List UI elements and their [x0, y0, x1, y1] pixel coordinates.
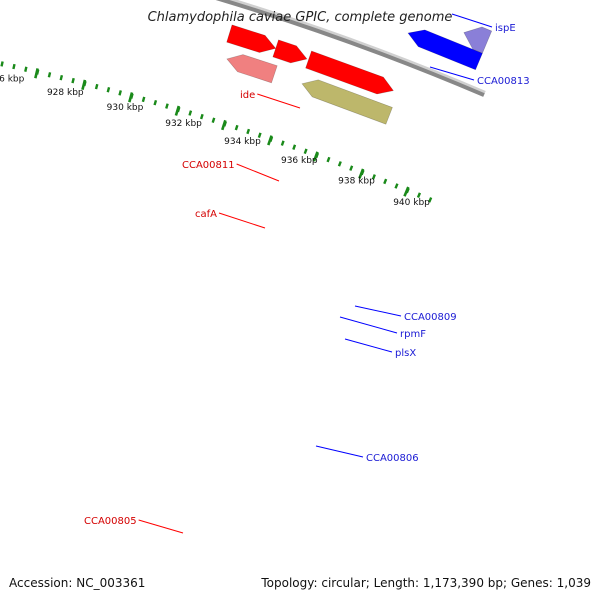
inner-tick [280, 140, 285, 146]
inner-tick [0, 61, 4, 67]
scale-label: 928 kbp [47, 88, 84, 98]
accession-label: Accession: NC_003361 [9, 576, 146, 590]
major-tick [312, 151, 319, 162]
inner-tick [292, 144, 297, 150]
major-tick [81, 79, 87, 90]
backbone [215, 0, 485, 97]
inner-tick [153, 99, 158, 106]
gene-ide-light-arrow [301, 79, 393, 125]
inner-tick [141, 96, 146, 103]
inner-tick [118, 90, 122, 96]
major-tick [174, 105, 181, 116]
gene-ispE-arrow [407, 29, 483, 71]
inner-tick [371, 174, 376, 180]
genome-summary: Topology: circular; Length: 1,173,390 bp… [261, 576, 591, 590]
inner-tick [428, 197, 433, 203]
gene-label-ispE: ispE [495, 23, 516, 34]
scale-label: 938 kbp [338, 177, 375, 187]
gene-label-CCA00813: CCA00813 [477, 76, 530, 87]
map-title: Chlamydophila caviae GPIC, complete geno… [147, 10, 453, 25]
gene-leader-CCA00813 [429, 66, 475, 81]
inner-tick [59, 74, 64, 81]
inner-tick [12, 63, 16, 70]
inner-tick [94, 83, 99, 90]
gene-label-plsX: plsX [395, 348, 416, 359]
gene-CCA00813-arrow [463, 26, 493, 54]
inner-tick [234, 124, 239, 131]
inner-tick [188, 110, 193, 116]
inner-tick [326, 156, 331, 163]
gene-label-ide: ide [240, 90, 255, 101]
gene-label-CCA00809: CCA00809 [404, 312, 457, 323]
gene-cafA-light-arrow [226, 54, 278, 84]
inner-tick [337, 161, 342, 167]
scale-label: 926 kbp [0, 74, 25, 84]
gene-leader-cafA [218, 212, 266, 229]
gene-label-cafA: cafA [195, 209, 217, 220]
gene-leader-CCA00806 [315, 445, 364, 458]
gene-leader-rpmF [339, 316, 398, 334]
inner-tick [106, 86, 111, 93]
gene-leader-plsX [344, 338, 393, 353]
inner-tick [24, 66, 28, 72]
major-tick [403, 186, 410, 197]
gene-leader-ide [257, 93, 301, 109]
inner-tick [246, 128, 251, 135]
major-tick [34, 68, 39, 79]
inner-tick [349, 165, 354, 171]
gene-leader-CCA00811 [236, 163, 280, 182]
scale-label: 932 kbp [165, 119, 202, 129]
scale-label: 936 kbp [281, 156, 318, 166]
gene-leader-CCA00805 [138, 519, 184, 534]
major-tick [221, 119, 227, 131]
inner-tick [303, 148, 308, 155]
inner-tick [383, 178, 388, 185]
inner-tick [257, 132, 262, 139]
inner-tick [165, 103, 169, 109]
gene-label-CCA00805: CCA00805 [84, 516, 137, 527]
inner-tick [71, 77, 75, 84]
inner-tick [47, 72, 52, 78]
inner-tick [416, 192, 422, 198]
gene-ide-arrow [305, 50, 394, 95]
gene-label-rpmF: rpmF [400, 329, 426, 340]
gene-label-CCA00811: CCA00811 [182, 160, 235, 171]
inner-tick [199, 113, 204, 120]
gene-CCA00811-arrow [272, 39, 308, 64]
gene-label-CCA00806: CCA00806 [366, 453, 419, 464]
scale-label: 934 kbp [224, 137, 261, 147]
gene-cafA-arrow [226, 24, 277, 53]
scale-label: 930 kbp [107, 103, 144, 113]
inner-tick [394, 183, 399, 189]
scale-label: 940 kbp [393, 198, 430, 208]
major-tick [128, 92, 134, 103]
major-tick [358, 168, 365, 179]
major-tick [267, 135, 273, 146]
inner-tick [211, 117, 216, 123]
gene-leader-CCA00809 [354, 305, 402, 317]
gene-leader-ispE [451, 13, 493, 28]
